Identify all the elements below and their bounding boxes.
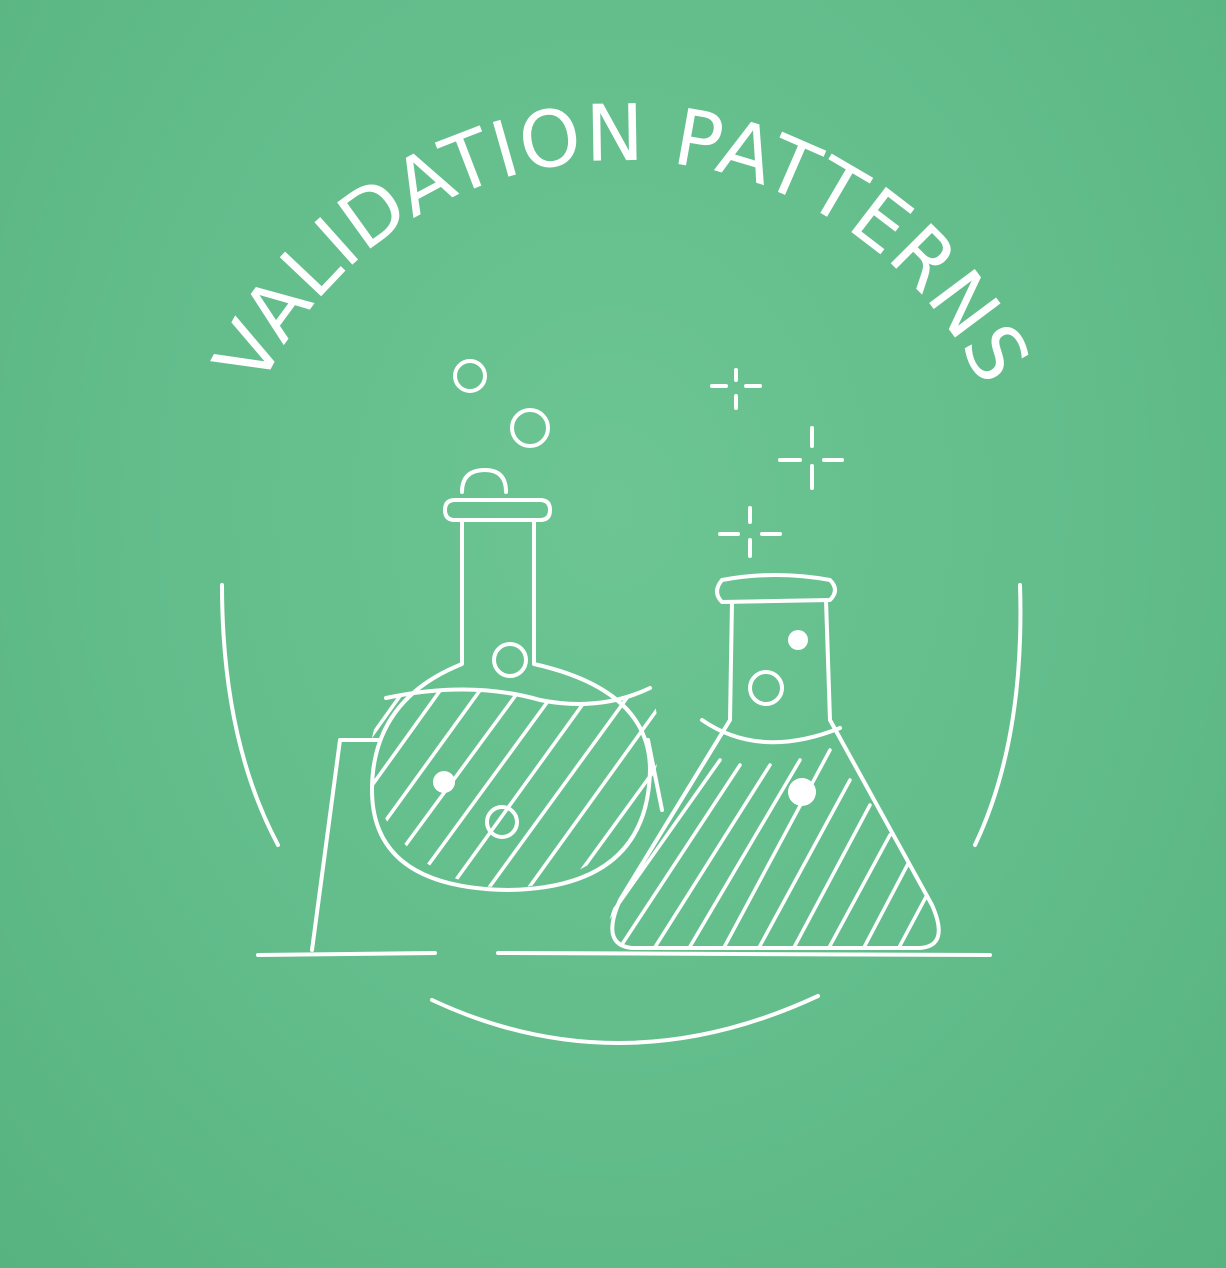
badge-title: VALIDATION PATTERNS [197,89,1046,398]
flask-bubble-dot-icon [788,630,808,650]
flask-bubble-dot-icon [788,778,816,806]
round-bottom-flask-icon [310,468,664,952]
frame-left-arc [220,583,280,847]
sparkle-icon [718,506,782,558]
base-line-right [496,951,992,957]
frame-right-arc [973,583,1023,847]
flask-bubble-icon [748,670,784,706]
bubble-icon [510,408,550,448]
flask-bubble-icon [492,642,528,678]
sparkle-icon [778,426,844,490]
frame-bottom-arc [430,994,820,1045]
bubble-icon [453,359,487,393]
sparkle-icon [710,368,762,410]
flask-bubble-icon [485,805,519,839]
flask-bubble-dot-icon [433,771,455,793]
base-line-left [256,951,437,957]
